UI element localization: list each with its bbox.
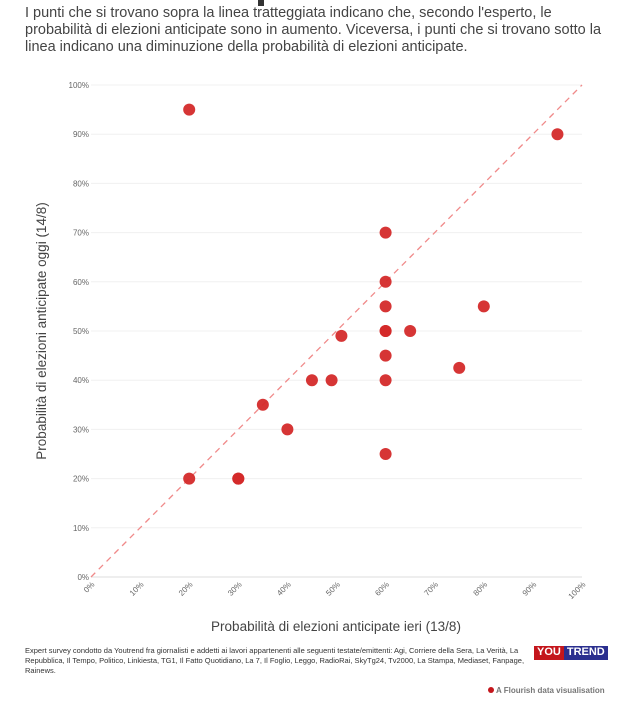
data-point[interactable] xyxy=(477,300,490,313)
data-point[interactable] xyxy=(379,300,392,313)
y-tick-label: 50% xyxy=(73,327,89,336)
data-point[interactable] xyxy=(379,374,392,387)
flourish-icon xyxy=(488,687,494,693)
x-tick-label: 60% xyxy=(373,580,391,598)
data-point[interactable] xyxy=(379,275,392,288)
x-tick-label: 0% xyxy=(82,580,97,595)
chart-subtitle: I punti che si trovano sopra la linea tr… xyxy=(25,5,602,55)
data-point[interactable] xyxy=(232,472,245,485)
x-tick-label: 100% xyxy=(567,580,588,601)
y-tick-label: 100% xyxy=(69,81,89,90)
x-tick-label: 30% xyxy=(226,580,244,598)
title-fragment xyxy=(258,0,264,6)
x-tick-label: 40% xyxy=(275,580,293,598)
flourish-credit-text: A Flourish data visualisation xyxy=(496,686,605,695)
x-tick-label: 20% xyxy=(177,580,195,598)
x-axis-label: Probabilità di elezioni anticipate ieri … xyxy=(211,619,461,634)
x-tick-label: 90% xyxy=(521,580,539,598)
data-point[interactable] xyxy=(453,361,466,374)
data-point[interactable] xyxy=(256,398,269,411)
flourish-credit[interactable]: A Flourish data visualisation xyxy=(488,686,605,695)
y-tick-label: 0% xyxy=(77,573,89,582)
data-point[interactable] xyxy=(379,349,392,362)
reference-line xyxy=(90,84,583,578)
data-point[interactable] xyxy=(183,472,196,485)
data-point[interactable] xyxy=(281,423,294,436)
y-axis-label: Probabilità di elezioni anticipate oggi … xyxy=(34,202,49,459)
scatter-chart: 0% 10% 20% 30% 40% 50% 60% 70% 80% 90% 100% 0% 10% 20… xyxy=(34,81,588,634)
y-tick-label: 10% xyxy=(73,524,89,533)
youtrend-logo: YOU TREND xyxy=(534,646,608,660)
data-point[interactable] xyxy=(325,374,338,387)
y-tick-label: 70% xyxy=(73,229,89,238)
x-tick-label: 10% xyxy=(128,580,146,598)
y-tick-label: 20% xyxy=(73,475,89,484)
y-tick-label: 90% xyxy=(73,130,89,139)
x-tick-label: 80% xyxy=(472,580,490,598)
data-point[interactable] xyxy=(379,448,392,460)
x-tick-label: 50% xyxy=(324,580,342,598)
data-point[interactable] xyxy=(551,128,564,141)
data-point[interactable] xyxy=(183,103,196,116)
y-tick-label: 80% xyxy=(73,179,89,188)
x-tick-label: 70% xyxy=(422,580,440,598)
data-point[interactable] xyxy=(379,226,392,239)
logo-trend: TREND xyxy=(563,646,608,660)
y-tick-label: 40% xyxy=(73,376,89,385)
footer-note: Expert survey condotto da Youtrend fra g… xyxy=(25,646,525,675)
data-point[interactable] xyxy=(404,325,417,337)
data-point[interactable] xyxy=(335,329,348,342)
data-point[interactable] xyxy=(305,374,318,387)
y-tick-label: 60% xyxy=(73,278,89,287)
y-tick-label: 30% xyxy=(73,425,89,434)
data-point[interactable] xyxy=(379,325,392,337)
logo-you: YOU xyxy=(534,646,564,660)
